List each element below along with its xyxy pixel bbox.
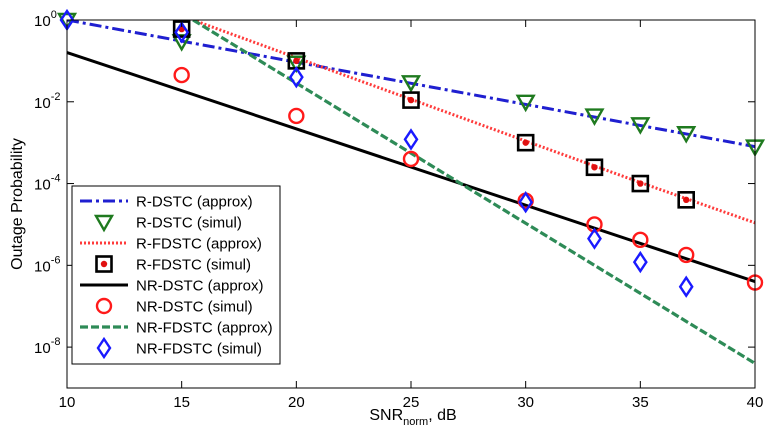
data-point-nr-fdstc-simul-5 (587, 227, 602, 250)
y-tick-label-exp-3: -6 (51, 254, 61, 266)
legend: R-DSTC (approx) R-DSTC (simul) R-FDSTC (ap… (71, 185, 281, 365)
x-tick-label-4: 30 (517, 394, 534, 411)
x-tick-label-5: 35 (632, 394, 649, 411)
y-tick-label-0: 100 (34, 9, 57, 30)
y-tick-label-base-2: 10 (34, 177, 51, 194)
legend-entry-6: NR-FDSTC (approx) (80, 320, 273, 337)
data-point-r-dstc-simul-3 (400, 75, 422, 93)
data-point-r-dstc-simul-2 (286, 55, 307, 74)
series-line-r-fdstc-approx (192, 20, 755, 225)
data-point-r-fdstc-simul-4 (585, 158, 604, 177)
legend-entry-5: NR-DSTC (simul) (95, 297, 253, 316)
legend-swatch-1 (93, 214, 115, 233)
legend-entry-1: R-DSTC (simul) (93, 214, 242, 233)
legend-entry-4: NR-DSTC (approx) (80, 278, 264, 295)
data-point-nr-fdstc-simul-7 (678, 275, 694, 298)
x-tick-label-1: 15 (173, 394, 190, 411)
data-point-r-dstc-simul-5 (584, 108, 605, 126)
y-tick-label-base-3: 10 (34, 258, 51, 275)
x-axis-label-main: SNR (369, 407, 403, 424)
y-axis-label: Outage Probability (9, 138, 26, 270)
data-point-r-dstc-simul-4 (515, 94, 536, 113)
y-tick-label-1: 10-2 (34, 91, 60, 112)
data-point-r-fdstc-simul-2 (402, 91, 420, 109)
data-point-nr-dstc-simul-0 (173, 66, 190, 84)
legend-entry-0: R-DSTC (approx) (80, 194, 253, 211)
legend-swatch-5 (95, 297, 113, 315)
legend-label-7: NR-FDSTC (simul) (136, 341, 262, 358)
data-point-nr-fdstc-simul-1 (174, 21, 190, 44)
data-point-nr-fdstc-simul-2 (288, 65, 304, 89)
x-tick-label-3: 25 (403, 394, 420, 411)
legend-label-2: R-FDSTC (approx) (136, 236, 262, 253)
x-axis-label-suffix: , dB (428, 407, 456, 424)
y-tick-label-exp-2: -4 (51, 173, 61, 185)
legend-swatch-3 (95, 255, 113, 273)
x-axis-label-subscript: norm (403, 416, 428, 428)
legend-label-3: R-FDSTC (simul) (136, 257, 251, 274)
legend-label-1: R-DSTC (simul) (136, 215, 242, 232)
legend-entry-7: NR-FDSTC (simul) (96, 336, 262, 360)
legend-entry-2: R-FDSTC (approx) (80, 236, 262, 253)
y-tick-label-2: 10-4 (34, 173, 60, 194)
series-layer (56, 8, 766, 365)
y-tick-label-exp-1: -2 (51, 91, 61, 103)
legend-entry-3: R-FDSTC (simul) (95, 255, 251, 274)
data-point-nr-dstc-simul-1 (288, 107, 305, 125)
legend-label-4: NR-DSTC (approx) (136, 278, 264, 295)
x-tick-label-6: 40 (747, 394, 764, 411)
x-axis-label: SNRnorm, dB (369, 407, 456, 428)
y-tick-label-4: 10-8 (34, 336, 60, 357)
y-tick-label-base-0: 10 (34, 13, 51, 30)
data-point-nr-fdstc-simul-3 (403, 128, 419, 151)
legend-box (71, 185, 281, 365)
legend-label-0: R-DSTC (approx) (136, 194, 253, 211)
data-point-r-fdstc-simul-6 (677, 191, 696, 209)
data-point-r-fdstc-simul-5 (631, 174, 650, 193)
data-point-r-fdstc-simul-3 (516, 133, 535, 152)
legend-label-5: NR-DSTC (simul) (136, 299, 253, 316)
data-point-nr-fdstc-simul-6 (632, 250, 648, 274)
x-tick-label-2: 20 (288, 394, 305, 411)
data-point-nr-dstc-simul-2 (402, 150, 420, 168)
data-point-r-dstc-simul-6 (630, 117, 651, 135)
y-tick-label-exp-4: -8 (51, 336, 61, 348)
x-tick-label-0: 10 (59, 394, 76, 411)
y-tick-label-exp-0: 0 (51, 9, 57, 21)
y-tick-label-base-1: 10 (34, 95, 51, 112)
legend-label-6: NR-FDSTC (approx) (136, 320, 273, 337)
data-point-r-dstc-simul-7 (676, 126, 697, 144)
data-point-nr-fdstc-simul-4 (518, 191, 534, 214)
data-point-nr-dstc-simul-5 (632, 231, 649, 249)
y-tick-label-base-4: 10 (34, 340, 51, 357)
y-tick-label-3: 10-6 (34, 254, 60, 275)
data-point-nr-dstc-simul-6 (678, 246, 695, 264)
legend-swatch-7 (96, 336, 112, 360)
